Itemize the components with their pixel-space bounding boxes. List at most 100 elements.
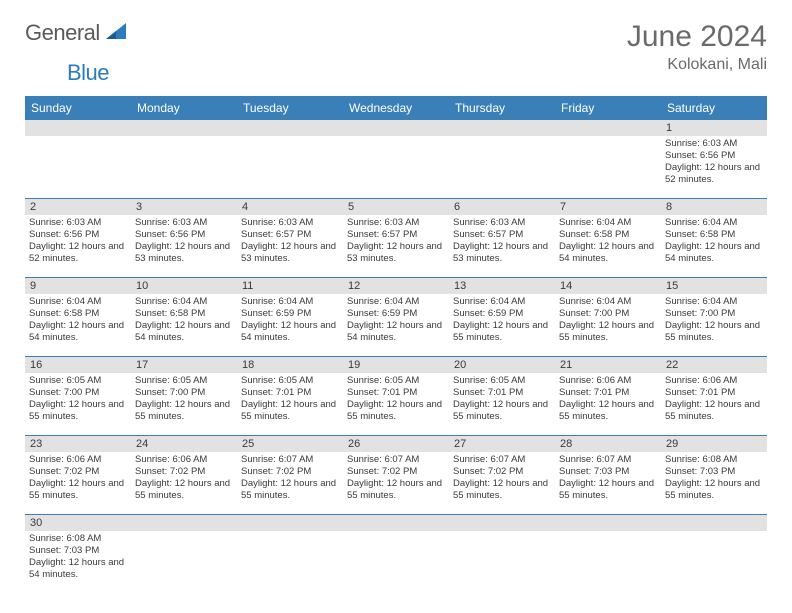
- sunset-text: Sunset: 7:02 PM: [453, 466, 551, 478]
- sunrise-text: Sunrise: 6:06 AM: [665, 375, 763, 387]
- daylight-text: Daylight: 12 hours and 55 minutes.: [665, 320, 763, 344]
- day-header: Friday: [555, 96, 661, 120]
- day-number: 22: [661, 357, 767, 373]
- day-number-row: 9101112131415: [25, 278, 767, 294]
- day-cell: Sunrise: 6:03 AMSunset: 6:56 PMDaylight:…: [131, 215, 237, 277]
- sunrise-text: Sunrise: 6:07 AM: [453, 454, 551, 466]
- day-cell: Sunrise: 6:03 AMSunset: 6:56 PMDaylight:…: [661, 136, 767, 198]
- sunrise-text: Sunrise: 6:04 AM: [453, 296, 551, 308]
- day-headers-row: Sunday Monday Tuesday Wednesday Thursday…: [25, 96, 767, 120]
- calendar-grid: Sunday Monday Tuesday Wednesday Thursday…: [25, 96, 767, 593]
- sunrise-text: Sunrise: 6:03 AM: [453, 217, 551, 229]
- day-number: 7: [555, 199, 661, 215]
- day-number: 26: [343, 436, 449, 452]
- location: Kolokani, Mali: [627, 56, 767, 74]
- day-header: Wednesday: [343, 96, 449, 120]
- day-cell: Sunrise: 6:04 AMSunset: 6:59 PMDaylight:…: [449, 294, 555, 356]
- day-number: [555, 515, 661, 531]
- sunrise-text: Sunrise: 6:07 AM: [241, 454, 339, 466]
- sunset-text: Sunset: 6:56 PM: [29, 229, 127, 241]
- daylight-text: Daylight: 12 hours and 55 minutes.: [29, 399, 127, 423]
- day-cell: Sunrise: 6:03 AMSunset: 6:57 PMDaylight:…: [237, 215, 343, 277]
- sunrise-text: Sunrise: 6:04 AM: [241, 296, 339, 308]
- empty-cell: [237, 531, 343, 593]
- sunrise-text: Sunrise: 6:07 AM: [559, 454, 657, 466]
- sunset-text: Sunset: 7:01 PM: [559, 387, 657, 399]
- day-number: [555, 120, 661, 136]
- day-number: 14: [555, 278, 661, 294]
- daylight-text: Daylight: 12 hours and 55 minutes.: [453, 399, 551, 423]
- day-number: 3: [131, 199, 237, 215]
- daylight-text: Daylight: 12 hours and 55 minutes.: [241, 478, 339, 502]
- daylight-text: Daylight: 12 hours and 52 minutes.: [665, 162, 763, 186]
- daylight-text: Daylight: 12 hours and 54 minutes.: [665, 241, 763, 265]
- day-cell: Sunrise: 6:04 AMSunset: 6:59 PMDaylight:…: [343, 294, 449, 356]
- day-number: [343, 515, 449, 531]
- empty-cell: [555, 531, 661, 593]
- daylight-text: Daylight: 12 hours and 55 minutes.: [347, 399, 445, 423]
- sunset-text: Sunset: 6:59 PM: [241, 308, 339, 320]
- day-header: Monday: [131, 96, 237, 120]
- sunset-text: Sunset: 6:58 PM: [559, 229, 657, 241]
- daylight-text: Daylight: 12 hours and 55 minutes.: [29, 478, 127, 502]
- day-number: [131, 515, 237, 531]
- daylight-text: Daylight: 12 hours and 55 minutes.: [665, 478, 763, 502]
- day-cell: Sunrise: 6:04 AMSunset: 7:00 PMDaylight:…: [555, 294, 661, 356]
- empty-cell: [449, 136, 555, 198]
- day-number-row: 2345678: [25, 199, 767, 215]
- day-header: Sunday: [25, 96, 131, 120]
- day-number: 13: [449, 278, 555, 294]
- day-number: 25: [237, 436, 343, 452]
- daylight-text: Daylight: 12 hours and 55 minutes.: [135, 478, 233, 502]
- sunrise-text: Sunrise: 6:05 AM: [29, 375, 127, 387]
- sunset-text: Sunset: 7:02 PM: [135, 466, 233, 478]
- daylight-text: Daylight: 12 hours and 54 minutes.: [29, 320, 127, 344]
- day-number: 16: [25, 357, 131, 373]
- sunrise-text: Sunrise: 6:08 AM: [29, 533, 127, 545]
- daylight-text: Daylight: 12 hours and 53 minutes.: [347, 241, 445, 265]
- empty-cell: [343, 136, 449, 198]
- empty-cell: [131, 136, 237, 198]
- daylight-text: Daylight: 12 hours and 54 minutes.: [347, 320, 445, 344]
- title-block: June 2024 Kolokani, Mali: [627, 20, 767, 74]
- sunset-text: Sunset: 7:03 PM: [665, 466, 763, 478]
- daylight-text: Daylight: 12 hours and 55 minutes.: [559, 320, 657, 344]
- week-row: Sunrise: 6:05 AMSunset: 7:00 PMDaylight:…: [25, 373, 767, 436]
- day-cell: Sunrise: 6:04 AMSunset: 6:58 PMDaylight:…: [25, 294, 131, 356]
- day-number: [237, 120, 343, 136]
- day-number-row: 30: [25, 515, 767, 531]
- day-cell: Sunrise: 6:04 AMSunset: 6:58 PMDaylight:…: [131, 294, 237, 356]
- empty-cell: [449, 531, 555, 593]
- daylight-text: Daylight: 12 hours and 55 minutes.: [559, 399, 657, 423]
- sunset-text: Sunset: 7:00 PM: [559, 308, 657, 320]
- sunrise-text: Sunrise: 6:03 AM: [29, 217, 127, 229]
- empty-cell: [343, 531, 449, 593]
- week-row: Sunrise: 6:03 AMSunset: 6:56 PMDaylight:…: [25, 215, 767, 278]
- sunrise-text: Sunrise: 6:03 AM: [347, 217, 445, 229]
- daylight-text: Daylight: 12 hours and 53 minutes.: [241, 241, 339, 265]
- day-cell: Sunrise: 6:04 AMSunset: 7:00 PMDaylight:…: [661, 294, 767, 356]
- daylight-text: Daylight: 12 hours and 52 minutes.: [29, 241, 127, 265]
- day-number: 19: [343, 357, 449, 373]
- day-number: [449, 120, 555, 136]
- sunset-text: Sunset: 7:03 PM: [559, 466, 657, 478]
- day-cell: Sunrise: 6:03 AMSunset: 6:56 PMDaylight:…: [25, 215, 131, 277]
- day-number: [237, 515, 343, 531]
- daylight-text: Daylight: 12 hours and 54 minutes.: [135, 320, 233, 344]
- day-number: 30: [25, 515, 131, 531]
- daylight-text: Daylight: 12 hours and 54 minutes.: [241, 320, 339, 344]
- day-cell: Sunrise: 6:07 AMSunset: 7:02 PMDaylight:…: [237, 452, 343, 514]
- daylight-text: Daylight: 12 hours and 54 minutes.: [29, 557, 127, 581]
- sunrise-text: Sunrise: 6:08 AM: [665, 454, 763, 466]
- day-cell: Sunrise: 6:08 AMSunset: 7:03 PMDaylight:…: [661, 452, 767, 514]
- sail-icon: [104, 21, 130, 46]
- sunrise-text: Sunrise: 6:03 AM: [135, 217, 233, 229]
- daylight-text: Daylight: 12 hours and 55 minutes.: [665, 399, 763, 423]
- sunset-text: Sunset: 7:02 PM: [241, 466, 339, 478]
- sunrise-text: Sunrise: 6:05 AM: [135, 375, 233, 387]
- sunset-text: Sunset: 6:57 PM: [347, 229, 445, 241]
- sunrise-text: Sunrise: 6:04 AM: [559, 296, 657, 308]
- sunrise-text: Sunrise: 6:04 AM: [559, 217, 657, 229]
- day-cell: Sunrise: 6:07 AMSunset: 7:02 PMDaylight:…: [343, 452, 449, 514]
- sunset-text: Sunset: 6:57 PM: [453, 229, 551, 241]
